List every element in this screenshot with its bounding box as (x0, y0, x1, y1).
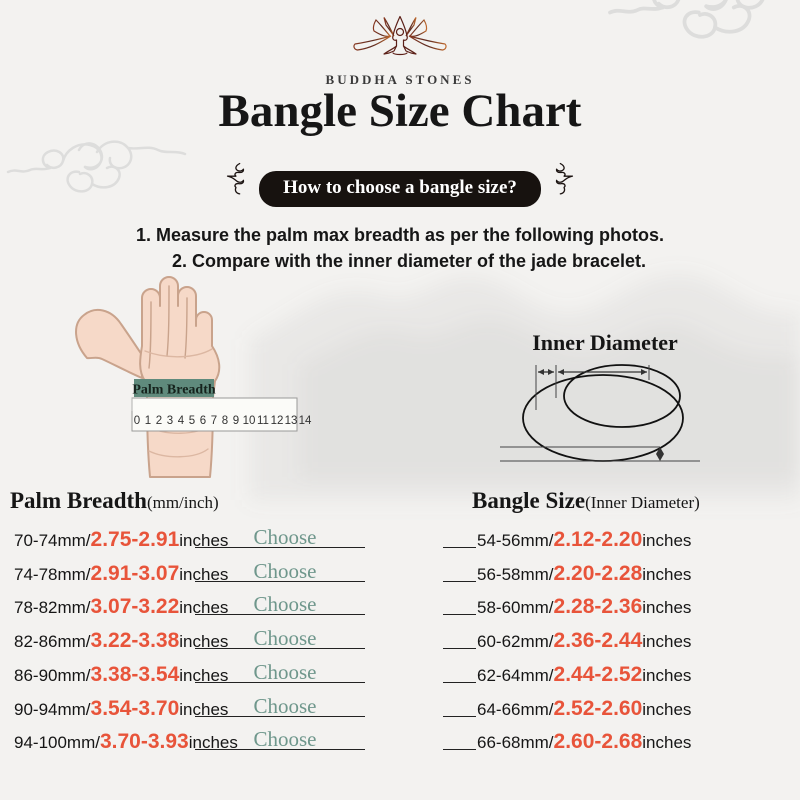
svg-text:Inner Diameter: Inner Diameter (532, 330, 678, 355)
